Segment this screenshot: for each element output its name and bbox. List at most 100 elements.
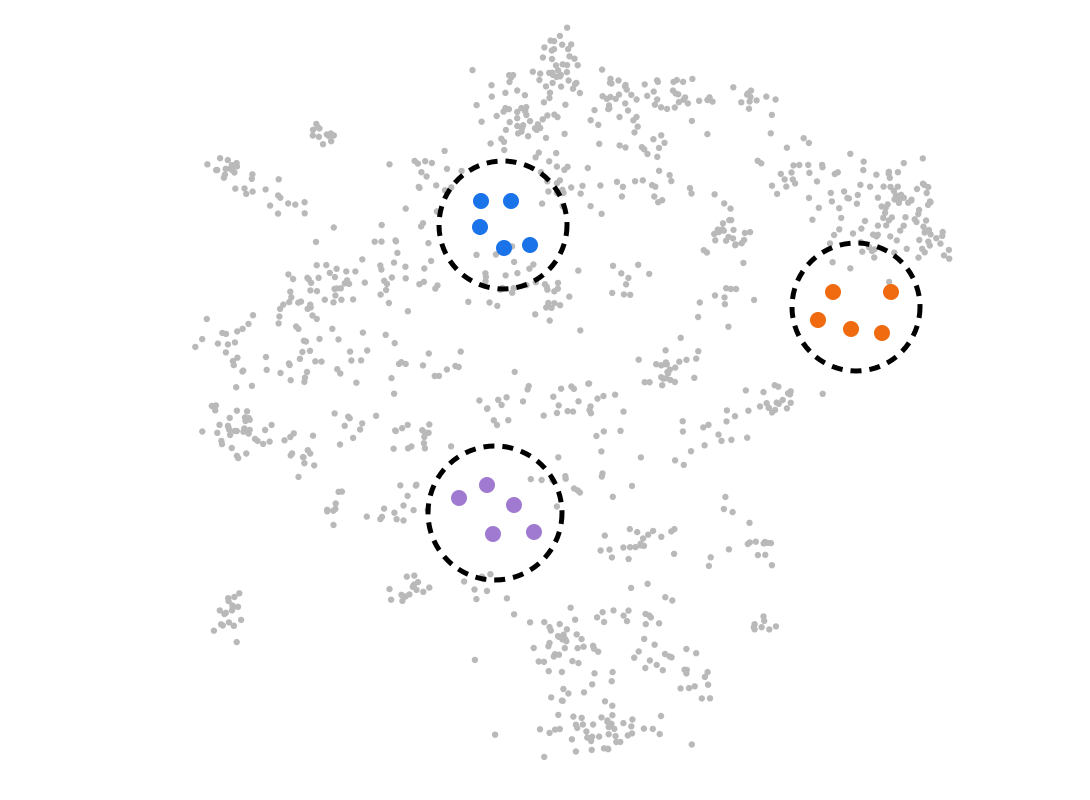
background-point xyxy=(746,539,753,546)
background-point xyxy=(669,597,676,604)
background-point xyxy=(714,226,721,233)
background-point xyxy=(541,618,548,626)
background-point xyxy=(242,417,249,425)
background-point xyxy=(751,621,758,628)
background-point xyxy=(656,730,663,738)
background-point xyxy=(514,269,521,277)
background-point xyxy=(600,392,607,400)
background-point xyxy=(338,296,345,303)
background-point xyxy=(849,230,857,237)
background-point xyxy=(556,302,564,309)
background-point xyxy=(640,542,648,549)
background-point xyxy=(747,87,755,94)
background-point xyxy=(224,156,231,164)
background-point xyxy=(295,473,302,481)
highlight-point xyxy=(472,219,488,235)
background-point xyxy=(720,227,727,234)
background-point xyxy=(274,192,282,199)
background-point xyxy=(730,84,737,91)
background-point xyxy=(546,729,553,737)
background-point xyxy=(577,190,584,197)
background-point xyxy=(408,443,415,450)
background-point xyxy=(546,94,553,102)
background-point xyxy=(226,431,234,439)
background-point xyxy=(318,358,325,365)
background-point xyxy=(620,408,627,415)
background-point xyxy=(555,651,563,658)
background-point xyxy=(390,390,398,397)
background-point xyxy=(229,357,237,365)
background-point xyxy=(523,111,530,119)
background-point xyxy=(295,325,302,333)
background-point xyxy=(750,296,758,304)
background-point xyxy=(387,596,395,603)
background-point xyxy=(635,356,642,363)
background-point xyxy=(469,66,476,74)
background-point xyxy=(679,428,687,435)
highlight-point xyxy=(496,240,512,256)
highlight-point xyxy=(506,497,522,513)
background-point xyxy=(415,183,422,191)
background-point xyxy=(873,171,880,178)
background-point xyxy=(276,305,284,313)
background-point xyxy=(233,638,240,646)
background-point xyxy=(330,299,337,306)
background-point xyxy=(502,104,509,112)
background-point xyxy=(276,313,283,320)
background-point xyxy=(502,272,509,279)
background-point xyxy=(666,171,673,179)
background-point xyxy=(274,210,282,217)
background-point xyxy=(650,88,657,95)
background-point xyxy=(658,533,665,540)
background-point xyxy=(854,191,861,199)
background-point xyxy=(609,493,616,500)
background-point xyxy=(471,656,479,664)
background-point xyxy=(704,681,712,688)
background-point xyxy=(773,399,780,406)
background-point xyxy=(328,138,335,145)
background-point xyxy=(337,285,344,292)
background-point xyxy=(568,736,576,743)
background-point xyxy=(234,328,241,335)
background-point xyxy=(266,202,274,209)
background-point xyxy=(559,61,566,68)
background-point xyxy=(712,237,719,244)
background-point xyxy=(601,698,609,705)
background-point xyxy=(416,281,423,288)
background-point xyxy=(813,178,821,185)
background-point xyxy=(261,426,269,434)
background-point xyxy=(241,185,248,192)
background-point xyxy=(423,173,430,180)
background-point xyxy=(595,733,603,740)
background-point xyxy=(392,427,399,434)
background-point xyxy=(352,268,359,275)
background-point xyxy=(620,719,627,727)
background-point xyxy=(564,407,571,415)
background-point xyxy=(613,738,620,746)
background-point xyxy=(723,285,730,292)
background-point xyxy=(680,461,687,469)
background-point xyxy=(335,336,342,343)
background-point xyxy=(502,126,510,134)
background-point xyxy=(570,485,578,492)
background-point xyxy=(940,252,948,259)
background-point xyxy=(307,287,314,294)
background-point xyxy=(721,294,728,301)
background-point xyxy=(745,407,752,414)
background-point xyxy=(465,298,472,305)
background-point xyxy=(287,288,294,295)
background-point xyxy=(881,209,889,216)
background-point xyxy=(348,357,355,364)
background-point xyxy=(646,612,653,619)
background-point xyxy=(542,134,550,142)
background-point xyxy=(595,648,602,655)
background-point xyxy=(490,417,497,424)
background-point xyxy=(646,270,653,278)
background-point xyxy=(589,721,597,728)
background-point xyxy=(768,182,776,189)
background-point xyxy=(923,189,930,197)
background-point xyxy=(518,128,525,135)
background-point xyxy=(655,167,663,174)
background-point xyxy=(805,194,813,202)
background-point xyxy=(566,53,573,60)
